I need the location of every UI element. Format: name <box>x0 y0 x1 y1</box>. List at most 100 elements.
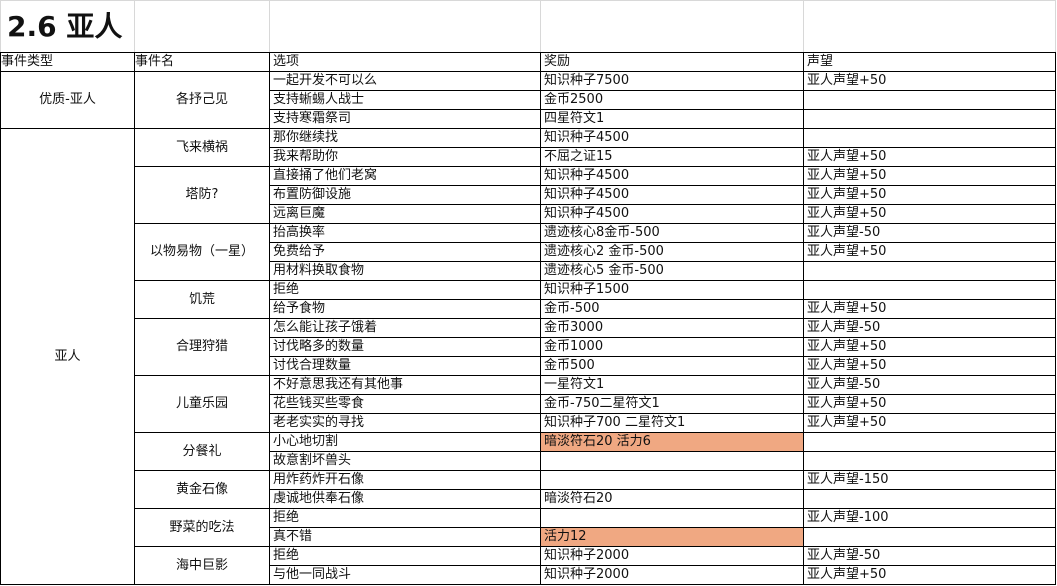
reward-cell[interactable]: 遗迹核心2 金币-500 <box>540 242 804 262</box>
reputation-cell[interactable]: 亚人声望+50 <box>803 413 1056 433</box>
reward-cell[interactable]: 遗迹核心5 金币-500 <box>540 261 804 281</box>
event-name-cell[interactable]: 海中巨影 <box>134 546 270 585</box>
option-cell[interactable]: 怎么能让孩子饿着 <box>269 318 541 338</box>
reward-cell[interactable]: 知识种子1500 <box>540 280 804 300</box>
event-name-cell[interactable]: 各抒己见 <box>134 71 270 129</box>
reputation-cell[interactable]: 亚人声望+50 <box>803 337 1056 357</box>
reward-cell[interactable]: 知识种子4500 <box>540 166 804 186</box>
option-cell[interactable]: 用炸药炸开石像 <box>269 470 541 490</box>
reputation-cell[interactable]: 亚人声望+50 <box>803 204 1056 224</box>
cell[interactable] <box>803 0 1056 53</box>
option-cell[interactable]: 用材料换取食物 <box>269 261 541 281</box>
reputation-cell[interactable]: 亚人声望+50 <box>803 185 1056 205</box>
reward-cell[interactable]: 一星符文1 <box>540 375 804 395</box>
option-cell[interactable]: 远离巨魔 <box>269 204 541 224</box>
reputation-cell[interactable] <box>803 128 1056 148</box>
reward-cell[interactable]: 知识种子4500 <box>540 204 804 224</box>
reputation-cell[interactable]: 亚人声望+50 <box>803 166 1056 186</box>
reputation-cell[interactable] <box>803 261 1056 281</box>
event-name-cell[interactable]: 黄金石像 <box>134 470 270 509</box>
option-cell[interactable]: 拒绝 <box>269 546 541 566</box>
reward-cell[interactable]: 金币-500 <box>540 299 804 319</box>
option-cell[interactable]: 讨伐略多的数量 <box>269 337 541 357</box>
option-cell[interactable]: 真不错 <box>269 527 541 547</box>
reward-cell[interactable] <box>540 508 804 528</box>
event-name-cell[interactable]: 野菜的吃法 <box>134 508 270 547</box>
event-name-cell[interactable]: 分餐礼 <box>134 432 270 471</box>
event-name-cell[interactable]: 合理狩猎 <box>134 318 270 376</box>
option-cell[interactable]: 给予食物 <box>269 299 541 319</box>
sheet-title[interactable]: 2.6 亚人 <box>0 0 135 53</box>
reputation-cell[interactable] <box>803 109 1056 129</box>
cell[interactable] <box>134 0 270 53</box>
cell[interactable] <box>540 0 804 53</box>
option-cell[interactable]: 与他一同战斗 <box>269 565 541 585</box>
reward-cell[interactable]: 金币2500 <box>540 90 804 110</box>
option-cell[interactable]: 老老实实的寻找 <box>269 413 541 433</box>
reward-cell[interactable]: 金币-750二星符文1 <box>540 394 804 414</box>
option-cell[interactable]: 故意割坏兽头 <box>269 451 541 471</box>
reputation-cell[interactable]: 亚人声望-50 <box>803 546 1056 566</box>
header-reputation[interactable]: 声望 <box>803 52 1056 72</box>
reputation-cell[interactable]: 亚人声望-50 <box>803 318 1056 338</box>
reward-cell[interactable]: 活力12 <box>540 527 804 547</box>
event-name-cell[interactable]: 以物易物（一星） <box>134 223 270 281</box>
reputation-cell[interactable]: 亚人声望-100 <box>803 508 1056 528</box>
reward-cell[interactable] <box>540 470 804 490</box>
event-name-cell[interactable]: 飞来横祸 <box>134 128 270 167</box>
reward-cell[interactable]: 金币3000 <box>540 318 804 338</box>
header-reward[interactable]: 奖励 <box>540 52 804 72</box>
event-name-cell[interactable]: 饥荒 <box>134 280 270 319</box>
reward-cell[interactable]: 知识种子4500 <box>540 185 804 205</box>
header-event-name[interactable]: 事件名 <box>134 52 270 72</box>
reputation-cell[interactable]: 亚人声望+50 <box>803 147 1056 167</box>
option-cell[interactable]: 直接捅了他们老窝 <box>269 166 541 186</box>
event-name-cell[interactable]: 塔防? <box>134 166 270 224</box>
reward-cell[interactable]: 遗迹核心8金币-500 <box>540 223 804 243</box>
reputation-cell[interactable] <box>803 451 1056 471</box>
reputation-cell[interactable]: 亚人声望+50 <box>803 565 1056 585</box>
option-cell[interactable]: 虔诚地供奉石像 <box>269 489 541 509</box>
event-name-cell[interactable]: 儿童乐园 <box>134 375 270 433</box>
option-cell[interactable]: 我来帮助你 <box>269 147 541 167</box>
reputation-cell[interactable]: 亚人声望+50 <box>803 242 1056 262</box>
option-cell[interactable]: 讨伐合理数量 <box>269 356 541 376</box>
option-cell[interactable]: 一起开发不可以么 <box>269 71 541 91</box>
reward-cell[interactable]: 金币500 <box>540 356 804 376</box>
option-cell[interactable]: 拒绝 <box>269 280 541 300</box>
reward-cell[interactable]: 知识种子7500 <box>540 71 804 91</box>
reward-cell[interactable]: 不屈之证15 <box>540 147 804 167</box>
reputation-cell[interactable] <box>803 432 1056 452</box>
reward-cell[interactable]: 知识种子700 二星符文1 <box>540 413 804 433</box>
header-option[interactable]: 选项 <box>269 52 541 72</box>
reward-cell[interactable]: 暗淡符石20 <box>540 489 804 509</box>
option-cell[interactable]: 免费给予 <box>269 242 541 262</box>
reputation-cell[interactable]: 亚人声望+50 <box>803 394 1056 414</box>
option-cell[interactable]: 抬高换率 <box>269 223 541 243</box>
reputation-cell[interactable]: 亚人声望+50 <box>803 71 1056 91</box>
reputation-cell[interactable]: 亚人声望+50 <box>803 299 1056 319</box>
reward-cell[interactable]: 知识种子4500 <box>540 128 804 148</box>
header-event-type[interactable]: 事件类型 <box>0 52 135 72</box>
reward-cell[interactable]: 暗淡符石20 活力6 <box>540 432 804 452</box>
reward-cell[interactable]: 知识种子2000 <box>540 546 804 566</box>
option-cell[interactable]: 小心地切割 <box>269 432 541 452</box>
option-cell[interactable]: 拒绝 <box>269 508 541 528</box>
option-cell[interactable]: 支持寒霜祭司 <box>269 109 541 129</box>
reputation-cell[interactable] <box>803 90 1056 110</box>
reward-cell[interactable]: 知识种子2000 <box>540 565 804 585</box>
reputation-cell[interactable]: 亚人声望-50 <box>803 375 1056 395</box>
option-cell[interactable]: 那你继续找 <box>269 128 541 148</box>
reputation-cell[interactable] <box>803 280 1056 300</box>
option-cell[interactable]: 不好意思我还有其他事 <box>269 375 541 395</box>
reward-cell[interactable] <box>540 451 804 471</box>
reputation-cell[interactable]: 亚人声望-50 <box>803 223 1056 243</box>
reward-cell[interactable]: 金币1000 <box>540 337 804 357</box>
option-cell[interactable]: 支持蜥蜴人战士 <box>269 90 541 110</box>
reputation-cell[interactable] <box>803 489 1056 509</box>
reputation-cell[interactable] <box>803 527 1056 547</box>
option-cell[interactable]: 布置防御设施 <box>269 185 541 205</box>
cell[interactable] <box>269 0 541 53</box>
event-type-cell[interactable]: 优质-亚人 <box>0 71 135 129</box>
reputation-cell[interactable]: 亚人声望-150 <box>803 470 1056 490</box>
